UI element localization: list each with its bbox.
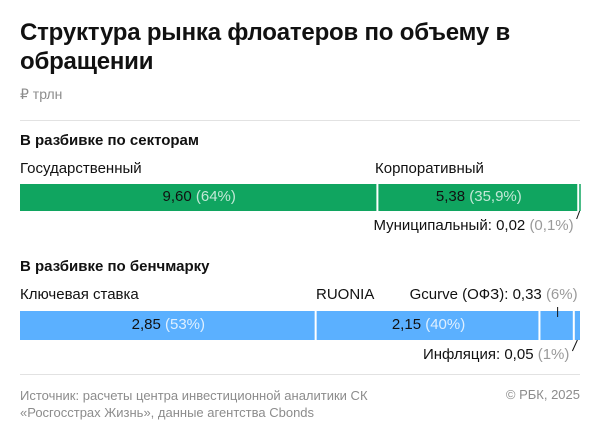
bottom-divider: [20, 374, 580, 375]
leader-inflation: [571, 339, 578, 352]
bar-segment-sector-0: [20, 184, 377, 211]
units-label: ₽ трлн: [20, 86, 63, 102]
sector-label-corporate: Корпоративный: [375, 160, 484, 177]
sector-annotation-municipal: Муниципальный: 0,02 (0,1%): [373, 217, 574, 234]
benchmark-annotation-gcurve: Gcurve (ОФЗ): 0,33 (6%): [409, 286, 578, 303]
bar-segment-benchmark-2: [540, 311, 573, 340]
benchmark-label-key-rate: Ключевая ставка: [20, 286, 139, 303]
sector-label-government: Государственный: [20, 160, 142, 177]
copyright: © РБК, 2025: [505, 387, 580, 402]
benchmark-value-ruonia: 2,15 (40%): [391, 316, 466, 333]
benchmark-section-title: В разбивке по бенчмарку: [20, 258, 210, 275]
bar-segment-benchmark-3: [574, 311, 580, 340]
bar-segment-sector-1: [378, 184, 578, 211]
top-divider: [20, 120, 580, 121]
benchmark-label-ruonia: RUONIA: [316, 286, 375, 303]
benchmark-value-key-rate: 2,85 (53%): [131, 316, 206, 333]
benchmark-annotation-inflation: Инфляция: 0,05 (1%): [422, 346, 570, 363]
source-note: Источник: расчеты центра инвестиционной …: [20, 388, 368, 420]
sector-section-title: В разбивке по секторам: [20, 132, 199, 149]
chart-title: Структура рынка флоатеров по объему в об…: [20, 19, 511, 75]
bar-segment-benchmark-0: [20, 311, 315, 340]
bar-segment-benchmark-1: [316, 311, 539, 340]
sector-value-government: 9,60 (64%): [162, 188, 236, 205]
leader-municipal: [576, 210, 581, 220]
bar-segment-sector-2: [579, 184, 581, 211]
sector-value-corporate: 5,38 (35,9%): [435, 188, 522, 205]
